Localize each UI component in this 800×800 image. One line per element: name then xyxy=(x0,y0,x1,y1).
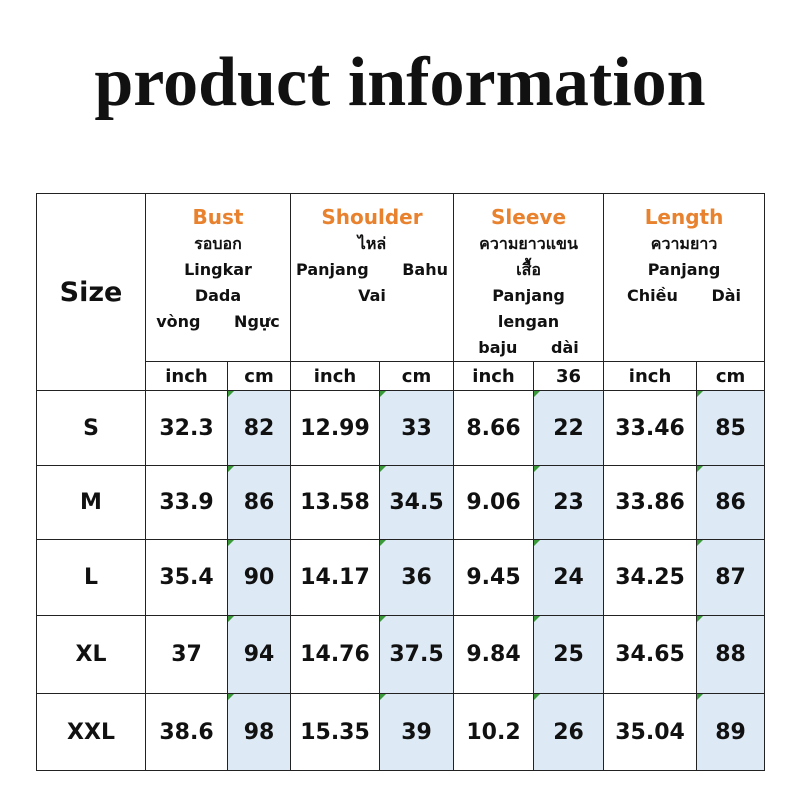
unit-cell: inch xyxy=(145,361,228,391)
value-cell: 22 xyxy=(533,390,605,466)
value-cell: 35.4 xyxy=(145,539,228,616)
group-name: Bust xyxy=(192,205,244,229)
group-line: vòng Ngực xyxy=(156,312,280,331)
unit-row: inch cm inch cm inch 36 inch cm xyxy=(37,361,766,391)
unit-cell: inch xyxy=(290,361,380,391)
value-cell: 9.84 xyxy=(453,615,535,694)
size-cell: XL xyxy=(36,615,146,694)
group-line: Lingkar Dada xyxy=(184,260,252,305)
value-cell: 34.5 xyxy=(378,465,455,540)
group-header: Shoulder ไหล่ Panjang Bahu Vai xyxy=(289,193,455,362)
value-cell: 15.35 xyxy=(290,693,380,771)
value-cell: 23 xyxy=(533,465,605,540)
size-cell: M xyxy=(36,465,146,540)
value-cell: 9.06 xyxy=(453,465,535,540)
value-cell: 35.04 xyxy=(603,693,698,771)
value-cell: 33.9 xyxy=(145,465,228,540)
value-cell: 34.65 xyxy=(603,615,698,694)
size-cell: XXL xyxy=(36,693,146,771)
unit-cell: cm xyxy=(696,361,766,391)
value-cell: 24 xyxy=(533,539,605,616)
value-cell: 33 xyxy=(378,390,455,466)
value-cell: 33.86 xyxy=(603,465,698,540)
value-cell: 86 xyxy=(696,465,766,540)
value-cell: 90 xyxy=(227,539,291,616)
value-cell: 14.76 xyxy=(290,615,380,694)
value-cell: 85 xyxy=(696,390,766,466)
value-cell: 94 xyxy=(227,615,291,694)
value-cell: 8.66 xyxy=(453,390,535,466)
group-line: Vai xyxy=(358,286,386,305)
group-line: ความยาว xyxy=(650,234,718,253)
value-cell: 87 xyxy=(696,539,766,616)
group-line: ความยาวแขน xyxy=(479,234,578,253)
value-cell: 25 xyxy=(533,615,605,694)
value-cell: 98 xyxy=(227,693,291,771)
value-cell: 36 xyxy=(378,539,455,616)
group-line: baju dài xyxy=(478,338,579,357)
value-cell: 37.5 xyxy=(378,615,455,694)
header-row: Size Bust รอบอก Lingkar Dada vòng Ngực Should… xyxy=(36,193,766,391)
group-header: Bust รอบอก Lingkar Dada vòng Ngực xyxy=(145,193,291,362)
value-cell: 37 xyxy=(145,615,228,694)
group-name: Sleeve xyxy=(491,205,567,229)
group-line: ไหล่ xyxy=(357,234,387,253)
unit-cell: inch xyxy=(453,361,535,391)
unit-cell: cm xyxy=(378,361,455,391)
group-line: รอบอก xyxy=(194,234,242,253)
value-cell: 13.58 xyxy=(290,465,380,540)
value-cell: 14.17 xyxy=(290,539,380,616)
data-row: XL 37 94 14.76 37.5 9.84 25 34.65 88 xyxy=(36,615,766,694)
value-cell: 10.2 xyxy=(453,693,535,771)
value-cell: 86 xyxy=(227,465,291,540)
value-cell: 34.25 xyxy=(603,539,698,616)
data-row: S 32.3 82 12.99 33 8.66 22 33.46 85 xyxy=(36,390,766,466)
value-cell: 82 xyxy=(227,390,291,466)
value-cell: 88 xyxy=(696,615,766,694)
value-cell: 33.46 xyxy=(603,390,698,466)
value-cell: 89 xyxy=(696,693,766,771)
value-cell: 38.6 xyxy=(145,693,228,771)
data-row: M 33.9 86 13.58 34.5 9.06 23 33.86 86 xyxy=(36,465,766,540)
value-cell: 12.99 xyxy=(290,390,380,466)
corner-cell: Size xyxy=(36,193,146,391)
group-line: Panjang Bahu xyxy=(296,260,448,279)
value-cell: 26 xyxy=(533,693,605,771)
group-header: Sleeve ความยาวแขนเสื้อ Panjang lengan baju … xyxy=(453,193,605,362)
group-line: Chiều Dài xyxy=(627,286,742,305)
unit-cell: inch xyxy=(603,361,698,391)
unit-cell: 36 xyxy=(533,361,605,391)
size-table: Size Bust รอบอก Lingkar Dada vòng Ngực Should… xyxy=(36,193,766,771)
size-cell: S xyxy=(36,390,146,466)
value-cell: 39 xyxy=(378,693,455,771)
data-row: L 35.4 90 14.17 36 9.45 24 34.25 87 xyxy=(36,539,766,616)
group-line: เสื้อ xyxy=(516,260,541,279)
size-cell: L xyxy=(36,539,146,616)
group-line: Panjang lengan xyxy=(492,286,565,331)
group-line: Panjang xyxy=(647,260,721,279)
group-name: Shoulder xyxy=(321,205,423,229)
value-cell: 9.45 xyxy=(453,539,535,616)
group-name: Length xyxy=(644,205,724,229)
data-row: XXL 38.6 98 15.35 39 10.2 26 35.04 89 xyxy=(36,693,766,771)
value-cell: 32.3 xyxy=(145,390,228,466)
page-title: product information xyxy=(94,44,706,121)
group-header: Length ความยาว Panjang Chiều Dài xyxy=(603,193,766,362)
unit-cell: cm xyxy=(227,361,291,391)
